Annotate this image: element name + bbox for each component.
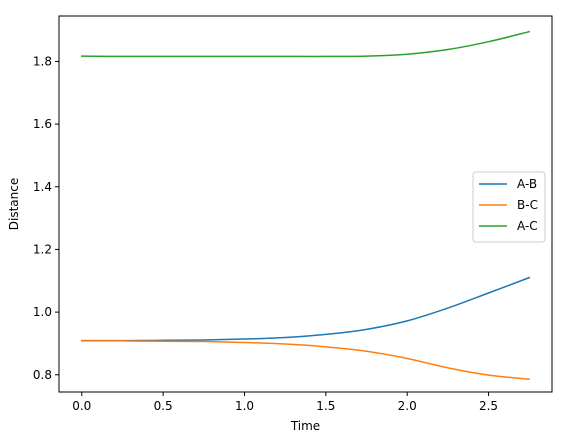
- x-tick-label: 1.0: [235, 399, 254, 413]
- x-tick-label: 0.5: [154, 399, 173, 413]
- x-tick-label: 1.5: [316, 399, 335, 413]
- x-tick-label: 2.5: [479, 399, 498, 413]
- x-axis-label: Time: [290, 419, 320, 433]
- legend: A-B B-C A-C: [472, 171, 546, 243]
- legend-box: [472, 171, 546, 243]
- series-line-b-c: [81, 340, 531, 380]
- legend-label: B-C: [517, 198, 538, 212]
- x-tick-label: 2.0: [398, 399, 417, 413]
- axes-frame: [58, 15, 553, 393]
- y-tick-label: 1.6: [33, 117, 52, 131]
- x-axis-ticks: 0.0 0.5 1.0 1.5 2.0 2.5: [72, 392, 498, 413]
- y-axis-label: Distance: [7, 178, 21, 230]
- series-line-a-c: [81, 30, 531, 58]
- y-tick-label: 0.8: [33, 368, 52, 382]
- legend-label: A-C: [517, 219, 538, 233]
- series-lines: [81, 30, 531, 380]
- y-tick-label: 1.4: [33, 180, 52, 194]
- y-tick-label: 1.8: [33, 54, 52, 68]
- y-tick-label: 1.2: [33, 242, 52, 256]
- y-axis-ticks: 0.8 1.0 1.2 1.4 1.6 1.8: [33, 54, 59, 382]
- y-tick-label: 1.0: [33, 305, 52, 319]
- legend-label: A-B: [517, 177, 537, 191]
- x-tick-label: 0.0: [72, 399, 91, 413]
- series-line-a-b: [81, 276, 531, 342]
